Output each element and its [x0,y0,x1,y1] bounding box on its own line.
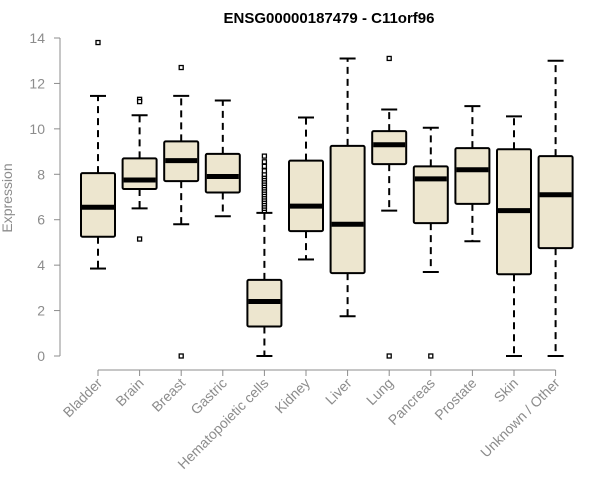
box-iqr [454,147,491,205]
x-tick-label: Kidney [272,375,314,417]
box-skin [496,115,532,357]
box-pancreas [412,126,449,359]
y-tick-label: 6 [37,212,45,228]
box-iqr [121,157,158,191]
x-tick-label: Brain [112,375,146,409]
y-tick-label: 8 [37,166,45,182]
y-tick-label: 4 [37,257,45,273]
x-tick-label: Skin [491,375,522,406]
x-tick-label: Lung [363,375,396,408]
y-axis-label: Expression [0,163,15,232]
box-breast [163,64,200,359]
box-gastric [204,99,241,218]
outlier-point [136,236,143,242]
box-liver [329,57,366,318]
x-tick-label: Liver [322,375,355,408]
outlier-point [261,159,268,165]
box-bladder [80,39,116,270]
outlier-point [178,64,184,71]
outlier-point [261,153,268,159]
box-unknown-other [537,59,574,357]
outlier-point [136,98,143,105]
y-tick-label: 0 [37,348,45,364]
box-iqr [204,152,241,194]
box-iqr [288,159,324,233]
box-iqr [412,165,449,225]
y-tick-label: 2 [37,303,45,319]
x-tick-label: Prostate [431,375,479,423]
box-brain [121,96,158,242]
outlier-point [386,353,392,359]
y-axis: 0 2 4 6 8 10 12 14 [29,30,61,364]
box-lung [371,55,408,359]
box-iqr [371,130,408,166]
box-iqr [329,144,366,275]
outlier-point [95,39,101,46]
outlier-point [428,353,434,359]
outlier-point [261,168,268,174]
y-tick-label: 14 [29,30,45,46]
box-prostate [454,105,491,243]
outlier-point [178,353,184,359]
x-tick-label: Bladder [60,375,106,421]
x-tick-label: Unknown / Other [477,375,563,461]
outlier-point [261,163,268,169]
y-tick-label: 10 [29,121,45,137]
box-iqr [537,155,574,250]
x-tick-label: Breast [148,375,188,415]
boxes-group [80,39,574,359]
box-hematopoietic-cells [246,153,283,357]
box-kidney [288,116,324,261]
outlier-point [386,55,392,62]
chart-title: ENSG00000187479 - C11orf96 [224,10,435,27]
y-tick-label: 12 [29,75,45,91]
